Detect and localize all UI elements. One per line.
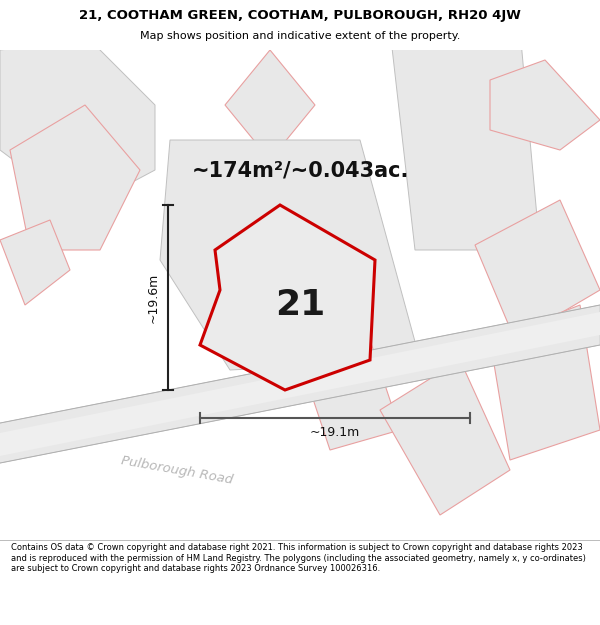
Polygon shape xyxy=(160,140,420,370)
Polygon shape xyxy=(225,50,315,160)
Polygon shape xyxy=(200,205,375,390)
Polygon shape xyxy=(490,60,600,150)
Polygon shape xyxy=(0,220,70,305)
Polygon shape xyxy=(490,305,600,460)
Polygon shape xyxy=(0,40,155,210)
Text: Map shows position and indicative extent of the property.: Map shows position and indicative extent… xyxy=(140,31,460,41)
Text: 21: 21 xyxy=(275,288,325,322)
Text: Pulborough Road: Pulborough Road xyxy=(120,454,234,486)
Text: ~19.6m: ~19.6m xyxy=(147,272,160,322)
Polygon shape xyxy=(390,30,540,250)
Polygon shape xyxy=(300,340,400,450)
Text: Contains OS data © Crown copyright and database right 2021. This information is : Contains OS data © Crown copyright and d… xyxy=(11,543,586,573)
Polygon shape xyxy=(0,305,600,465)
Polygon shape xyxy=(380,360,510,515)
Polygon shape xyxy=(0,312,600,458)
Polygon shape xyxy=(475,200,600,340)
Text: ~174m²/~0.043ac.: ~174m²/~0.043ac. xyxy=(191,160,409,180)
Text: 21, COOTHAM GREEN, COOTHAM, PULBOROUGH, RH20 4JW: 21, COOTHAM GREEN, COOTHAM, PULBOROUGH, … xyxy=(79,9,521,22)
Polygon shape xyxy=(10,105,140,250)
Text: ~19.1m: ~19.1m xyxy=(310,426,360,439)
